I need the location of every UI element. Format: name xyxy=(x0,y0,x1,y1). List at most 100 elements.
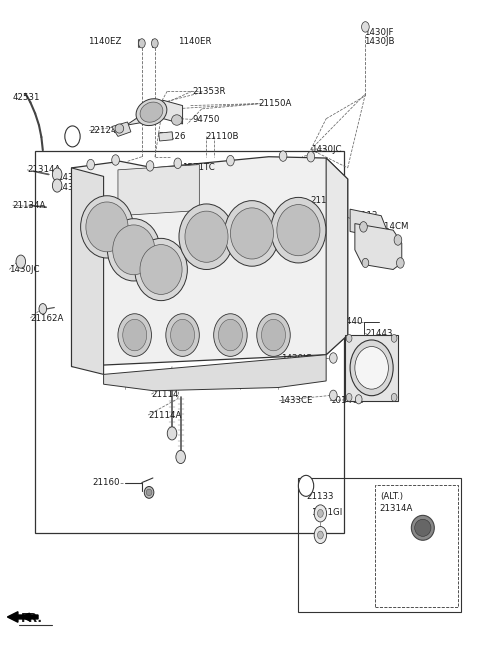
Ellipse shape xyxy=(113,225,155,275)
Circle shape xyxy=(87,160,95,170)
Circle shape xyxy=(314,505,326,522)
Ellipse shape xyxy=(350,340,393,396)
Circle shape xyxy=(394,235,402,245)
Polygon shape xyxy=(104,355,326,391)
Circle shape xyxy=(314,526,326,543)
Ellipse shape xyxy=(166,314,199,356)
Text: 94750: 94750 xyxy=(192,115,219,124)
Circle shape xyxy=(391,394,397,401)
Ellipse shape xyxy=(144,486,154,498)
Text: 21152: 21152 xyxy=(311,196,338,205)
Text: 1571TC: 1571TC xyxy=(181,164,215,172)
Ellipse shape xyxy=(262,319,286,351)
Text: 21150A: 21150A xyxy=(258,99,291,108)
Ellipse shape xyxy=(171,115,182,125)
Text: 1430JC: 1430JC xyxy=(9,265,40,274)
Polygon shape xyxy=(118,165,199,215)
Circle shape xyxy=(146,161,154,171)
Ellipse shape xyxy=(185,211,228,262)
Circle shape xyxy=(279,151,287,162)
Circle shape xyxy=(16,255,25,268)
Ellipse shape xyxy=(123,319,147,351)
Text: 24126: 24126 xyxy=(158,132,186,141)
Circle shape xyxy=(391,334,397,342)
Text: 21162A: 21162A xyxy=(30,313,64,323)
Ellipse shape xyxy=(136,99,167,125)
Text: 1430JC: 1430JC xyxy=(281,353,311,363)
Ellipse shape xyxy=(218,319,242,351)
Text: 21314A: 21314A xyxy=(27,166,60,174)
Polygon shape xyxy=(326,158,348,355)
Text: 21443: 21443 xyxy=(365,328,393,338)
Circle shape xyxy=(318,509,323,517)
Text: 22124B: 22124B xyxy=(89,126,123,135)
Text: 1430JF: 1430JF xyxy=(364,28,394,37)
Text: 1751GI: 1751GI xyxy=(312,508,343,516)
Circle shape xyxy=(174,158,181,169)
Ellipse shape xyxy=(415,519,431,536)
Text: 21160: 21160 xyxy=(93,478,120,487)
Ellipse shape xyxy=(108,219,160,281)
Text: 42531: 42531 xyxy=(12,93,40,102)
Circle shape xyxy=(112,155,120,166)
Circle shape xyxy=(167,427,177,440)
Text: 1430JF: 1430JF xyxy=(57,173,87,182)
Text: 1430JB: 1430JB xyxy=(364,37,395,47)
Text: 1014CL: 1014CL xyxy=(330,396,363,405)
Text: 1430JB: 1430JB xyxy=(57,183,88,192)
Polygon shape xyxy=(345,335,398,401)
Circle shape xyxy=(299,476,314,496)
Polygon shape xyxy=(112,122,131,137)
Text: 1433CE: 1433CE xyxy=(279,396,313,405)
Ellipse shape xyxy=(271,197,326,263)
Circle shape xyxy=(329,353,337,363)
Circle shape xyxy=(346,394,352,401)
Circle shape xyxy=(329,390,337,401)
Text: a: a xyxy=(304,482,309,490)
Text: a: a xyxy=(70,132,75,141)
Polygon shape xyxy=(350,209,387,238)
Text: 21133: 21133 xyxy=(306,493,334,501)
Circle shape xyxy=(360,221,367,232)
Ellipse shape xyxy=(140,102,163,122)
Text: 1140EZ: 1140EZ xyxy=(88,37,121,46)
Ellipse shape xyxy=(146,489,152,495)
Ellipse shape xyxy=(118,314,152,356)
Bar xyxy=(35,152,344,533)
Circle shape xyxy=(39,304,47,314)
Ellipse shape xyxy=(140,244,182,294)
Polygon shape xyxy=(126,101,182,125)
Text: 1430JC: 1430JC xyxy=(311,145,341,154)
Text: 21134A: 21134A xyxy=(12,201,46,210)
Ellipse shape xyxy=(214,314,247,356)
Ellipse shape xyxy=(86,202,128,252)
Circle shape xyxy=(396,258,404,268)
Text: 21110B: 21110B xyxy=(205,132,239,141)
Ellipse shape xyxy=(81,196,133,258)
Ellipse shape xyxy=(355,346,388,389)
Text: (ALT.): (ALT.) xyxy=(380,493,403,501)
Circle shape xyxy=(362,258,369,267)
Ellipse shape xyxy=(225,200,279,266)
Polygon shape xyxy=(158,132,173,141)
Ellipse shape xyxy=(411,515,434,540)
Circle shape xyxy=(52,179,62,192)
Text: 21114: 21114 xyxy=(152,390,179,399)
Ellipse shape xyxy=(179,204,234,269)
Text: 21114A: 21114A xyxy=(148,411,181,420)
Text: 1140ER: 1140ER xyxy=(178,37,211,46)
Text: 43112: 43112 xyxy=(350,212,378,220)
Text: 1014CM: 1014CM xyxy=(373,222,408,231)
Circle shape xyxy=(176,451,185,464)
Circle shape xyxy=(139,39,145,48)
FancyArrow shape xyxy=(7,612,38,622)
Polygon shape xyxy=(72,168,104,374)
Ellipse shape xyxy=(277,204,320,256)
Circle shape xyxy=(346,334,352,342)
Circle shape xyxy=(361,22,369,32)
Circle shape xyxy=(318,531,323,539)
Circle shape xyxy=(227,156,234,166)
Circle shape xyxy=(152,39,158,48)
Polygon shape xyxy=(355,223,402,269)
Text: 21440: 21440 xyxy=(336,317,363,327)
